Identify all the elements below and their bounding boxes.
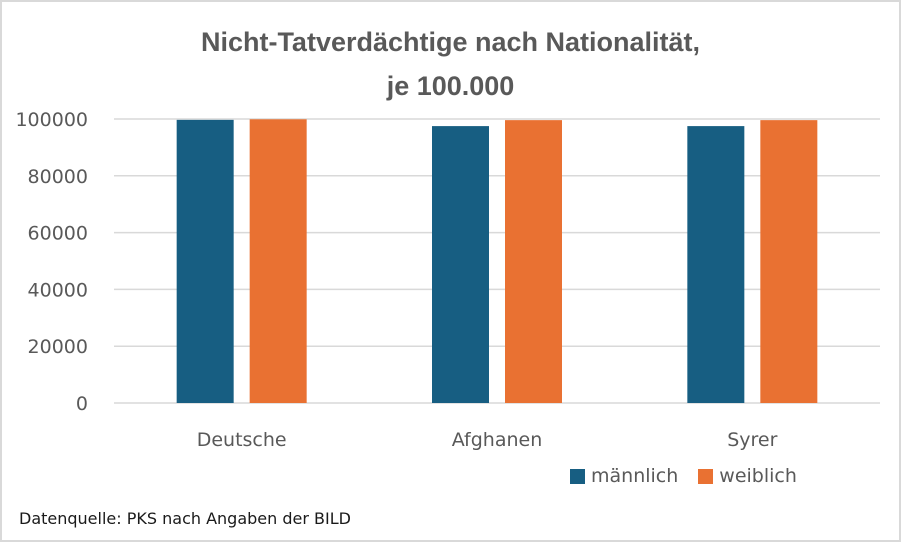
chart-title-line-1: Nicht-Tatverdächtige nach Nationalität,	[200, 27, 701, 57]
legend-item-weiblich: weiblich	[698, 465, 797, 487]
y-tick-label: 80000	[28, 166, 88, 188]
chart-title-line-2: je 100.000	[386, 71, 515, 101]
bars	[176, 119, 818, 404]
x-tick-label: Syrer	[727, 429, 777, 451]
legend-swatch-maennlich	[570, 468, 585, 484]
x-axis-ticks: Deutsche Afghanen Syrer	[197, 429, 778, 451]
bar-männlich-Afghanen	[432, 126, 489, 403]
legend-label-weiblich: weiblich	[719, 465, 797, 487]
legend-label-maennlich: männlich	[591, 465, 679, 487]
y-tick-label: 40000	[28, 279, 88, 301]
y-axis-ticks: 0 20000 40000 60000 80000 100000	[15, 109, 88, 415]
bar-männlich-Syrer	[687, 126, 745, 403]
gridlines	[114, 118, 880, 404]
source-note: Datenquelle: PKS nach Angaben der BILD	[19, 509, 351, 528]
y-tick-label: 0	[76, 393, 88, 415]
x-tick-label: Deutsche	[197, 429, 287, 451]
legend-swatch-weiblich	[698, 468, 714, 484]
y-tick-label: 60000	[28, 223, 88, 245]
y-tick-label: 20000	[28, 336, 88, 358]
x-tick-label: Afghanen	[452, 429, 543, 451]
legend: männlich weiblich	[570, 465, 807, 487]
bar-weiblich-Syrer	[760, 120, 818, 404]
bar-weiblich-Deutsche	[249, 119, 307, 403]
bar-weiblich-Afghanen	[505, 120, 562, 404]
y-tick-label: 100000	[15, 109, 88, 131]
bar-männlich-Deutsche	[176, 119, 234, 404]
legend-item-maennlich: männlich	[570, 465, 678, 487]
